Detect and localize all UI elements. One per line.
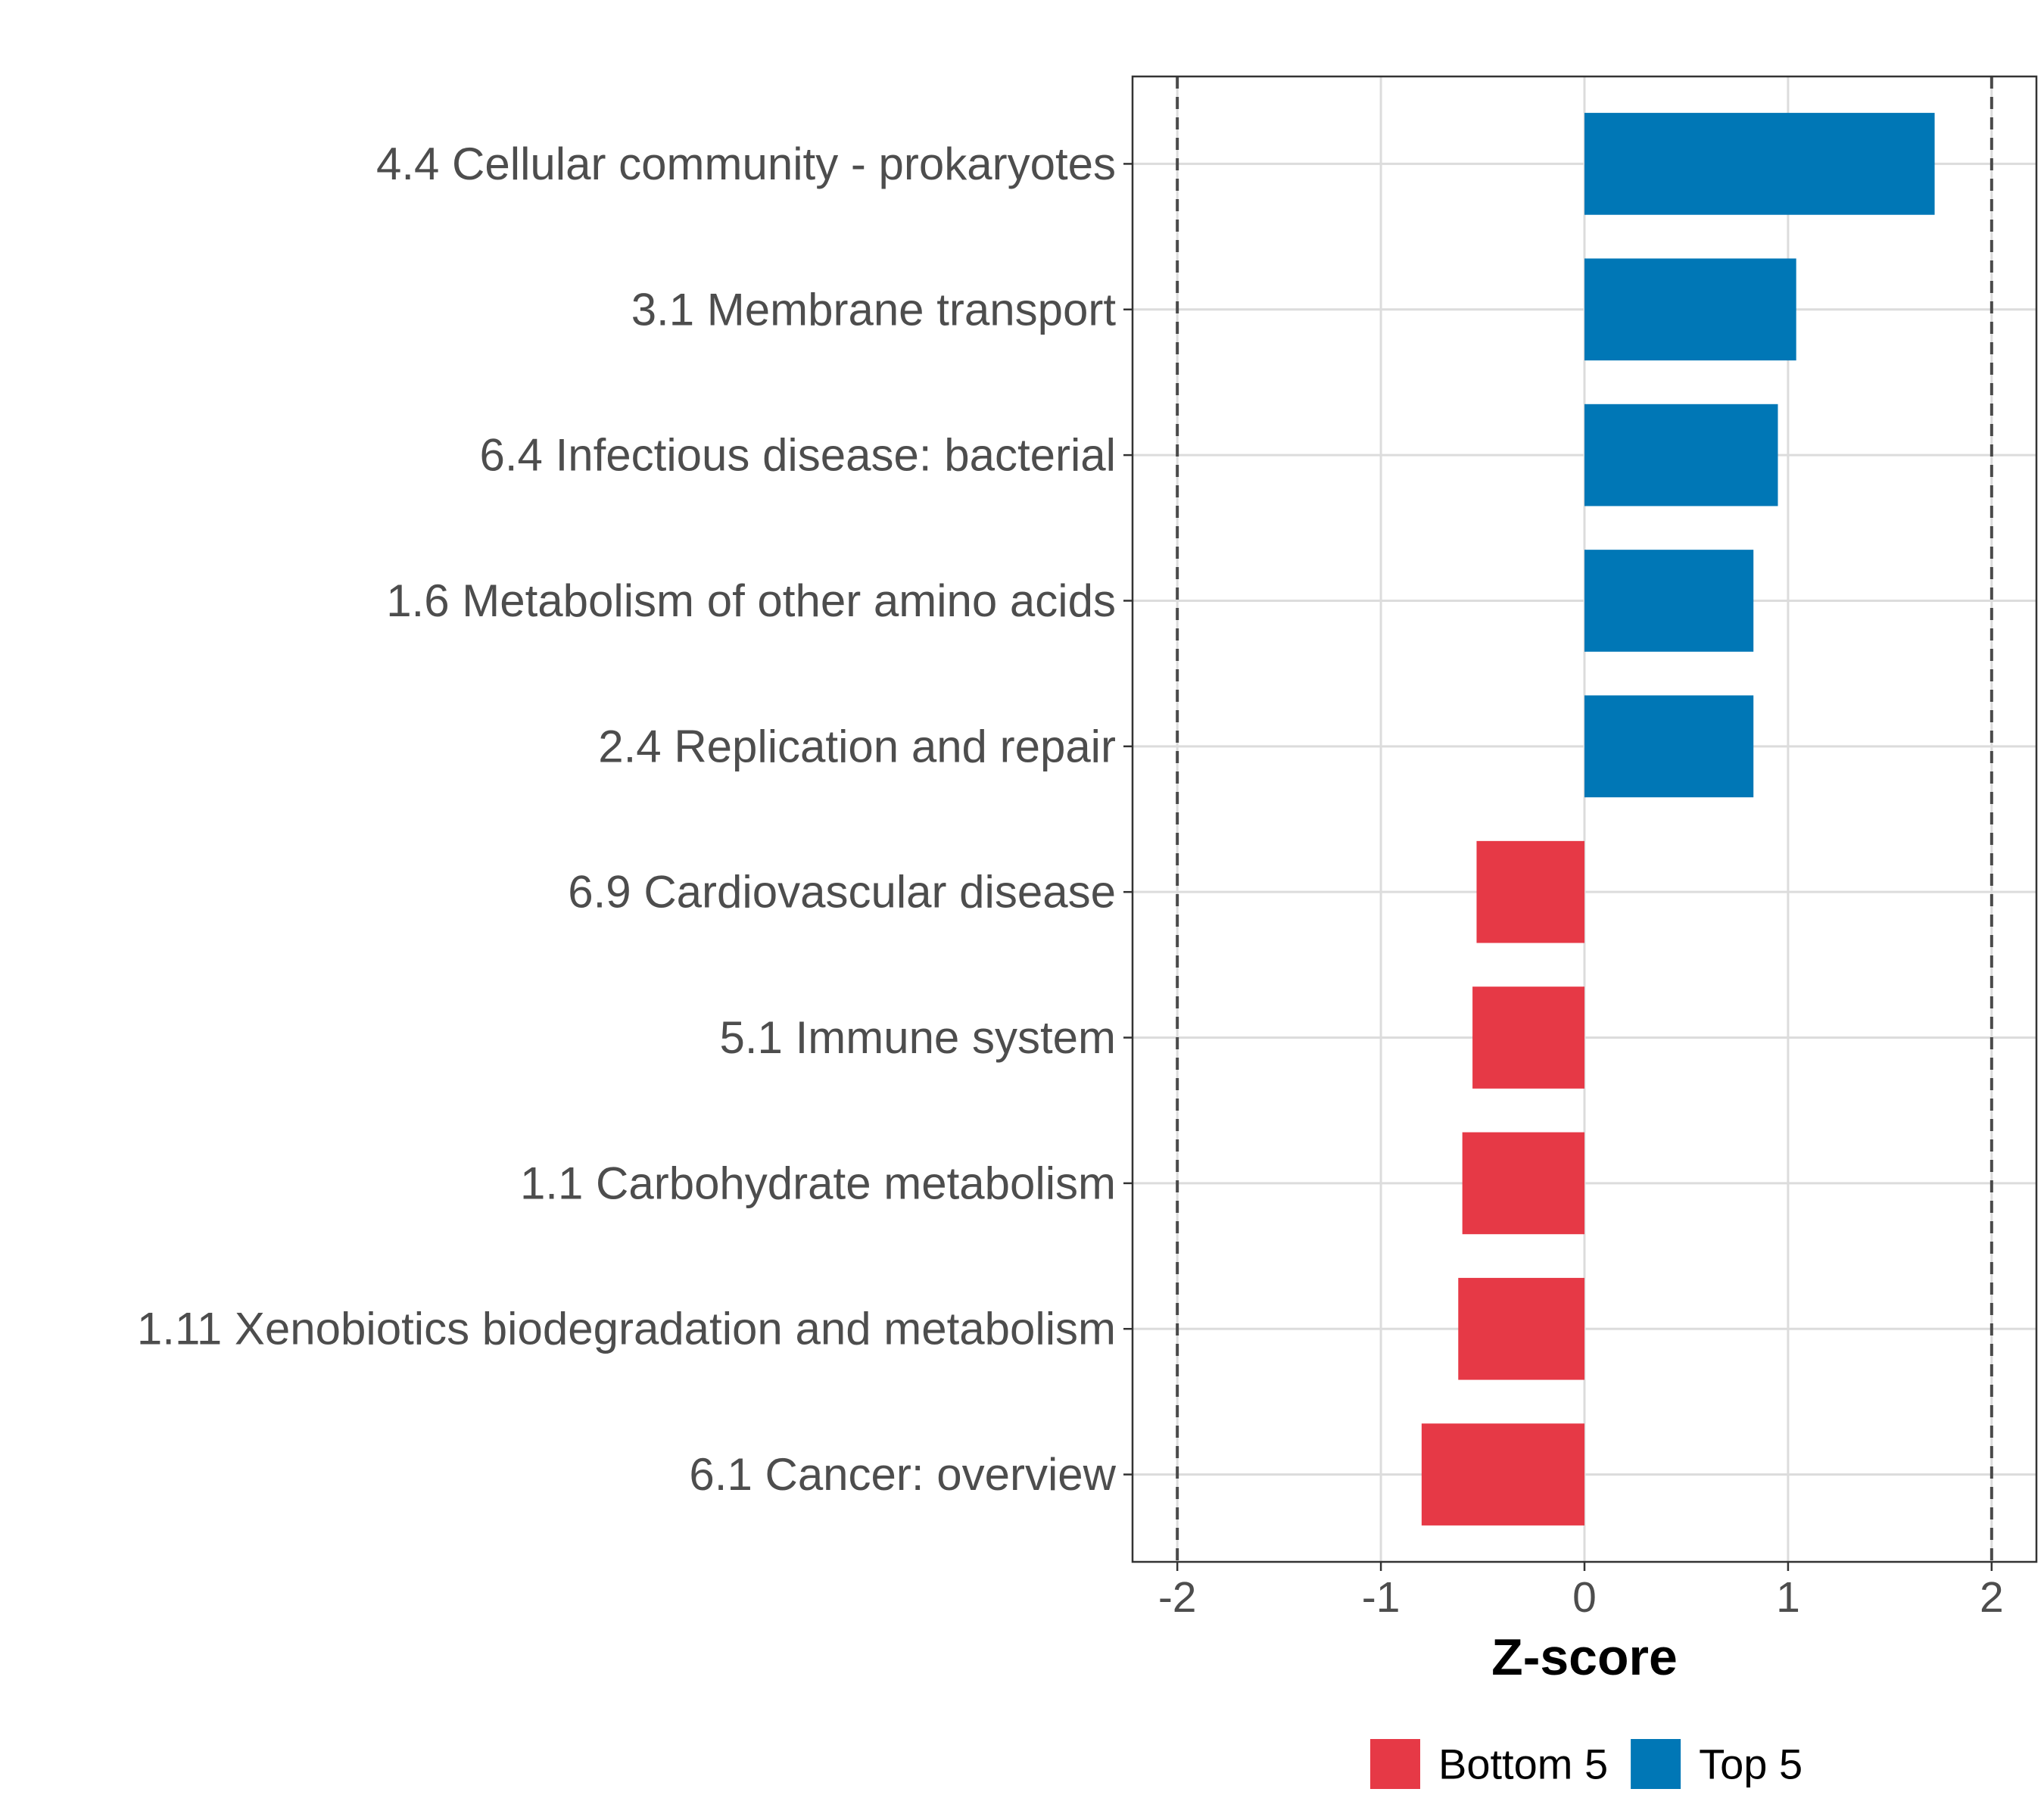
bar xyxy=(1458,1277,1584,1380)
y-tick-label: 2.4 Replication and repair xyxy=(598,721,1116,771)
bar xyxy=(1476,840,1584,943)
legend-key xyxy=(1370,1739,1420,1789)
x-tick-label: 2 xyxy=(1980,1573,2004,1622)
bar xyxy=(1584,258,1796,361)
y-tick-label: 1.6 Metabolism of other amino acids xyxy=(386,575,1116,626)
y-tick-label: 5.1 Immune system xyxy=(719,1012,1116,1063)
legend-item: Bottom 5 xyxy=(1370,1739,1608,1789)
bar xyxy=(1584,550,1754,652)
x-tick-label: 0 xyxy=(1572,1573,1597,1622)
bar xyxy=(1584,113,1935,215)
y-tick-label: 3.1 Membrane transport xyxy=(631,284,1117,335)
y-tick-label: 4.4 Cellular community - prokaryotes xyxy=(376,139,1116,189)
bar xyxy=(1462,1132,1584,1235)
legend-label: Bottom 5 xyxy=(1438,1741,1608,1788)
reference-lines xyxy=(1176,76,1993,1562)
legend-label: Top 5 xyxy=(1699,1741,1803,1788)
bar xyxy=(1472,986,1584,1089)
y-tick-label: 6.9 Cardiovascular disease xyxy=(568,867,1116,918)
y-axis-ticks xyxy=(1123,163,1133,1476)
x-tick-label: -1 xyxy=(1362,1573,1401,1622)
legend: Bottom 5 Top 5 xyxy=(1370,1739,1803,1789)
y-tick-label: 1.1 Carbohydrate metabolism xyxy=(520,1158,1116,1208)
y-tick-label: 6.4 Infectious disease: bacterial xyxy=(480,430,1117,481)
bar xyxy=(1584,404,1778,506)
bar xyxy=(1584,695,1754,798)
y-tick-label: 1.11 Xenobiotics biodegradation and meta… xyxy=(137,1304,1116,1354)
bars xyxy=(1421,113,1935,1526)
x-tick-label: 1 xyxy=(1776,1573,1800,1622)
x-tick-label: -2 xyxy=(1158,1573,1197,1622)
y-tick-label: 6.1 Cancer: overview xyxy=(689,1449,1116,1500)
x-axis-ticks xyxy=(1176,1562,1993,1571)
legend-item: Top 5 xyxy=(1631,1739,1803,1789)
legend-key xyxy=(1631,1739,1681,1789)
x-axis-labels: -2 -1 0 1 2 xyxy=(1158,1573,2004,1622)
y-axis-labels: 4.4 Cellular community - prokaryotes 3.1 … xyxy=(137,139,1117,1500)
x-axis-title: Z-score xyxy=(1491,1628,1678,1686)
bar xyxy=(1421,1423,1584,1526)
